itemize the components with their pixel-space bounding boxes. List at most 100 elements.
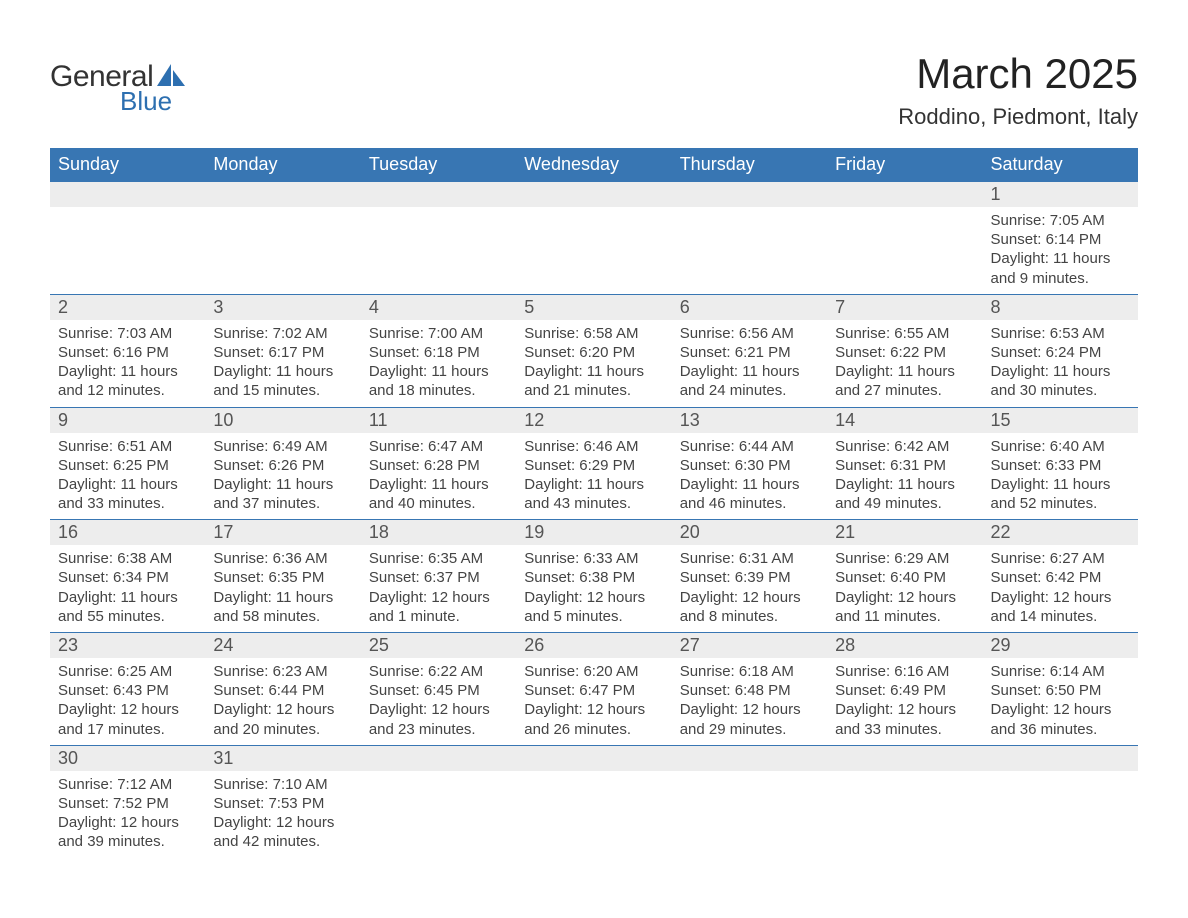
day-data-cell: Sunrise: 6:23 AMSunset: 6:44 PMDaylight:… [205,658,360,745]
sunrise-line: Sunrise: 6:16 AM [835,662,974,681]
daylight-line: Daylight: 11 hours and 18 minutes. [369,362,508,400]
day-data-cell: Sunrise: 6:46 AMSunset: 6:29 PMDaylight:… [516,433,671,520]
day-data-cell: Sunrise: 6:42 AMSunset: 6:31 PMDaylight:… [827,433,982,520]
daylight-line: Daylight: 11 hours and 30 minutes. [991,362,1130,400]
sunrise-line: Sunrise: 6:38 AM [58,549,197,568]
day-number: 12 [516,408,671,433]
sail-icon [157,64,185,86]
day-data-cell [50,207,205,294]
day-number-cell [361,182,516,208]
sunset-line: Sunset: 6:40 PM [835,568,974,587]
day-details: Sunrise: 6:38 AMSunset: 6:34 PMDaylight:… [50,545,205,632]
day-number: 26 [516,633,671,658]
day-number-cell: 22 [983,520,1138,546]
day-number-cell: 2 [50,294,205,320]
day-data-cell [827,771,982,858]
sunset-line: Sunset: 6:29 PM [524,456,663,475]
sunrise-line: Sunrise: 6:47 AM [369,437,508,456]
weekday-header: Saturday [983,148,1138,182]
week-daynum-row: 2345678 [50,294,1138,320]
day-details: Sunrise: 6:31 AMSunset: 6:39 PMDaylight:… [672,545,827,632]
day-number: 15 [983,408,1138,433]
weekday-header: Sunday [50,148,205,182]
day-number-cell: 17 [205,520,360,546]
daylight-line: Daylight: 12 hours and 36 minutes. [991,700,1130,738]
day-data-cell: Sunrise: 6:38 AMSunset: 6:34 PMDaylight:… [50,545,205,632]
daylight-line: Daylight: 11 hours and 27 minutes. [835,362,974,400]
day-data-cell: Sunrise: 6:22 AMSunset: 6:45 PMDaylight:… [361,658,516,745]
day-data-cell: Sunrise: 6:25 AMSunset: 6:43 PMDaylight:… [50,658,205,745]
day-number: 23 [50,633,205,658]
sunrise-line: Sunrise: 6:46 AM [524,437,663,456]
daylight-line: Daylight: 12 hours and 8 minutes. [680,588,819,626]
daylight-line: Daylight: 11 hours and 33 minutes. [58,475,197,513]
sunset-line: Sunset: 6:16 PM [58,343,197,362]
day-number-cell [672,182,827,208]
day-details: Sunrise: 7:03 AMSunset: 6:16 PMDaylight:… [50,320,205,407]
day-data-cell: Sunrise: 7:05 AMSunset: 6:14 PMDaylight:… [983,207,1138,294]
sunset-line: Sunset: 6:34 PM [58,568,197,587]
logo: General Blue [50,60,185,117]
daylight-line: Daylight: 12 hours and 20 minutes. [213,700,352,738]
sunrise-line: Sunrise: 6:36 AM [213,549,352,568]
day-number-cell: 16 [50,520,205,546]
week-daynum-row: 1 [50,182,1138,208]
week-data-row: Sunrise: 6:25 AMSunset: 6:43 PMDaylight:… [50,658,1138,745]
location: Roddino, Piedmont, Italy [898,104,1138,130]
day-data-cell [361,207,516,294]
day-number-cell: 30 [50,745,205,771]
day-details: Sunrise: 6:27 AMSunset: 6:42 PMDaylight:… [983,545,1138,632]
day-number-cell: 25 [361,633,516,659]
day-number-cell [827,182,982,208]
daylight-line: Daylight: 12 hours and 17 minutes. [58,700,197,738]
sunset-line: Sunset: 6:37 PM [369,568,508,587]
day-details: Sunrise: 6:23 AMSunset: 6:44 PMDaylight:… [205,658,360,745]
day-number-cell [50,182,205,208]
day-number-cell: 27 [672,633,827,659]
day-details: Sunrise: 6:40 AMSunset: 6:33 PMDaylight:… [983,433,1138,520]
sunrise-line: Sunrise: 7:00 AM [369,324,508,343]
day-number-cell [516,745,671,771]
day-number-cell [672,745,827,771]
week-data-row: Sunrise: 7:05 AMSunset: 6:14 PMDaylight:… [50,207,1138,294]
daylight-line: Daylight: 11 hours and 49 minutes. [835,475,974,513]
day-number: 27 [672,633,827,658]
sunrise-line: Sunrise: 6:51 AM [58,437,197,456]
week-data-row: Sunrise: 7:03 AMSunset: 6:16 PMDaylight:… [50,320,1138,407]
sunset-line: Sunset: 6:48 PM [680,681,819,700]
day-number: 22 [983,520,1138,545]
sunrise-line: Sunrise: 6:53 AM [991,324,1130,343]
day-number-cell: 12 [516,407,671,433]
day-number-cell: 20 [672,520,827,546]
month-title: March 2025 [898,50,1138,98]
day-data-cell: Sunrise: 6:29 AMSunset: 6:40 PMDaylight:… [827,545,982,632]
daylight-line: Daylight: 12 hours and 1 minute. [369,588,508,626]
day-number: 19 [516,520,671,545]
sunset-line: Sunset: 6:31 PM [835,456,974,475]
daylight-line: Daylight: 11 hours and 55 minutes. [58,588,197,626]
day-number-cell: 13 [672,407,827,433]
daylight-line: Daylight: 11 hours and 40 minutes. [369,475,508,513]
day-data-cell: Sunrise: 6:49 AMSunset: 6:26 PMDaylight:… [205,433,360,520]
daylight-line: Daylight: 11 hours and 37 minutes. [213,475,352,513]
day-data-cell: Sunrise: 6:14 AMSunset: 6:50 PMDaylight:… [983,658,1138,745]
day-number: 20 [672,520,827,545]
day-number-cell: 15 [983,407,1138,433]
title-block: March 2025 Roddino, Piedmont, Italy [898,50,1138,130]
day-data-cell: Sunrise: 7:00 AMSunset: 6:18 PMDaylight:… [361,320,516,407]
sunset-line: Sunset: 6:30 PM [680,456,819,475]
day-data-cell [983,771,1138,858]
day-details: Sunrise: 6:14 AMSunset: 6:50 PMDaylight:… [983,658,1138,745]
sunrise-line: Sunrise: 6:14 AM [991,662,1130,681]
day-details: Sunrise: 6:56 AMSunset: 6:21 PMDaylight:… [672,320,827,407]
sunset-line: Sunset: 6:49 PM [835,681,974,700]
sunrise-line: Sunrise: 6:31 AM [680,549,819,568]
day-number: 21 [827,520,982,545]
sunrise-line: Sunrise: 6:29 AM [835,549,974,568]
day-details: Sunrise: 6:36 AMSunset: 6:35 PMDaylight:… [205,545,360,632]
sunset-line: Sunset: 7:53 PM [213,794,352,813]
day-data-cell: Sunrise: 6:35 AMSunset: 6:37 PMDaylight:… [361,545,516,632]
header: General Blue March 2025 Roddino, Piedmon… [50,50,1138,130]
day-data-cell: Sunrise: 7:12 AMSunset: 7:52 PMDaylight:… [50,771,205,858]
sunset-line: Sunset: 6:24 PM [991,343,1130,362]
